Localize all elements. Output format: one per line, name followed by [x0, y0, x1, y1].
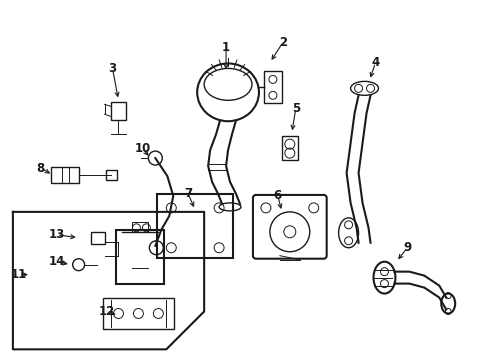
Bar: [110, 102, 126, 120]
Text: 13: 13: [48, 228, 65, 241]
Text: 14: 14: [48, 255, 65, 268]
Bar: [90, 232, 104, 244]
Text: 6: 6: [273, 189, 282, 202]
Text: 9: 9: [403, 241, 411, 254]
Bar: [132, 222, 148, 232]
Text: 4: 4: [370, 56, 379, 69]
Text: 7: 7: [184, 188, 192, 201]
Text: 1: 1: [222, 41, 230, 54]
Bar: [105, 170, 117, 180]
Text: 10: 10: [134, 141, 150, 155]
Text: 2: 2: [278, 36, 286, 49]
Text: 5: 5: [291, 102, 299, 115]
Text: 8: 8: [37, 162, 45, 175]
Bar: [51, 167, 79, 183]
Text: 12: 12: [98, 305, 114, 318]
Text: 11: 11: [11, 268, 27, 281]
Text: 3: 3: [108, 62, 116, 75]
